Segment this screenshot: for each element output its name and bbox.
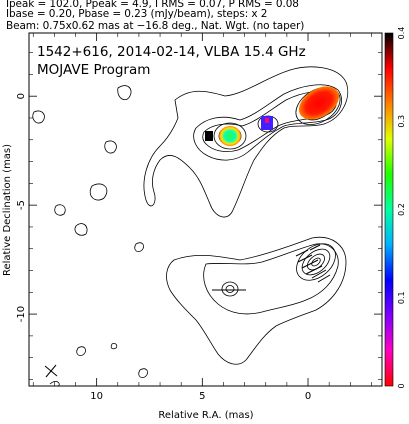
- axes: 10 5 0 0 -5 -10: [16, 33, 382, 402]
- lower-small-contour-c: [138, 368, 148, 378]
- lower-core-contour-4: [311, 257, 321, 267]
- core-polarization: [298, 86, 340, 120]
- chart-subtitle: MOJAVE Program: [37, 62, 150, 78]
- y-tick-label: -10: [16, 306, 27, 322]
- lower-small-contour-a: [76, 346, 86, 356]
- colorbar-ticks: 0 0.1 0.2 0.3 0.4: [397, 27, 406, 389]
- lower-small-contour-d: [49, 381, 60, 387]
- x-axis-label: Relative R.A. (mas): [158, 410, 253, 421]
- chart-title: 1542+616, 2014-02-14, VLBA 15.4 GHz: [37, 44, 306, 60]
- y-tick-label: 0: [16, 93, 27, 99]
- upper-outer-contour: [143, 66, 349, 218]
- stats-line-base: Ibase = 0.20, Pbase = 0.23 (mJy/beam), s…: [6, 8, 268, 20]
- small-contour-e: [74, 223, 88, 236]
- small-contour-a: [117, 85, 132, 101]
- colorbar-tick-label: 0.2: [397, 203, 406, 216]
- y-tick-label: -5: [16, 200, 27, 210]
- colorbar-tick-label: 0.3: [397, 115, 406, 128]
- lower-contour-2: [203, 243, 339, 315]
- y-axis-label: Relative Declination (mas): [2, 144, 13, 276]
- colorbar-tick-label: 0.4: [397, 27, 406, 40]
- lower-small-contour-b: [110, 343, 118, 350]
- lower-knot-contour: [221, 281, 239, 297]
- x-tick-label: 10: [90, 391, 103, 402]
- knot-polarization: [219, 126, 241, 146]
- colorbar-tick-label: 0: [397, 383, 406, 388]
- colorbar: [384, 32, 394, 387]
- lower-contour-map: [49, 236, 347, 387]
- stats-line-peaks: Ipeak = 102.0, Ppeak = 4.9, I RMS = 0.07…: [6, 0, 299, 10]
- x-tick-label: 5: [199, 391, 205, 402]
- polarization-vectors: [212, 244, 331, 291]
- stats-line-beam: Beam: 0.75x0.62 mas at −16.8 deg., Nat. …: [6, 20, 305, 32]
- small-contour-f: [54, 204, 66, 216]
- lower-outer-contour: [166, 236, 347, 365]
- x-tick-label: 0: [305, 391, 311, 402]
- small-contour-b: [104, 140, 117, 154]
- beam-marker: [44, 364, 58, 378]
- polarization-overlay: [205, 86, 340, 146]
- small-contour-c: [32, 110, 45, 124]
- small-contour-d: [89, 183, 108, 201]
- lower-core-contour-2: [301, 248, 331, 276]
- colorbar-tick-label: 0.1: [397, 291, 406, 304]
- knot-contour-1: [213, 122, 247, 150]
- knot-edge-polarization: [205, 131, 213, 141]
- small-contour-g: [134, 242, 144, 252]
